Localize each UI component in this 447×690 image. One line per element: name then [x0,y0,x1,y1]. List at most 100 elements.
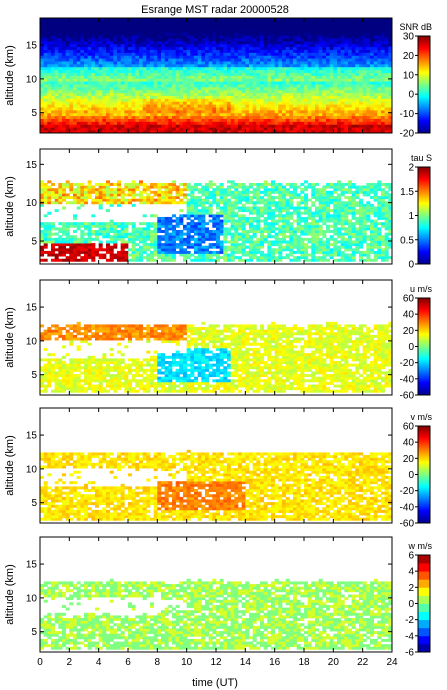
heatmap-cell [146,243,151,247]
heatmap-cell [131,58,136,62]
heatmap-cell [344,98,349,102]
heatmap-cell [227,180,232,184]
heatmap-cell [300,127,305,131]
heatmap-cell [205,92,210,96]
heatmap-cell [179,104,184,108]
heatmap-cell [183,248,188,252]
heatmap-cell [208,52,213,56]
heatmap-cell [311,32,316,36]
heatmap-cell [263,38,268,42]
heatmap-cell [120,41,125,45]
heatmap-cell [186,250,191,254]
heatmap-cell [65,110,70,114]
heatmap-cell [274,130,279,134]
heatmap-cell [87,130,92,134]
heatmap-cell [249,41,254,45]
heatmap-cell [245,104,250,108]
heatmap-cell [194,104,199,108]
heatmap-cell [219,188,224,192]
heatmap-cell [87,245,92,249]
heatmap-cell [234,130,239,134]
heatmap-cell [359,75,364,79]
heatmap-cell [62,23,67,27]
heatmap-cell [271,38,276,42]
heatmap-cell [98,46,103,50]
heatmap-cell [234,98,239,102]
heatmap-cell [91,89,96,94]
heatmap-cell [359,69,364,73]
heatmap-cell [58,193,63,197]
heatmap-cell [329,118,334,122]
heatmap-cell [51,29,56,33]
heatmap-cell [109,227,114,231]
heatmap-cell [212,190,217,194]
heatmap-cell [153,35,158,39]
heatmap-cell [51,222,56,226]
heatmap-cell [168,101,173,105]
heatmap-cell [271,92,276,96]
heatmap-cell [205,227,210,231]
heatmap-cell [194,55,199,59]
heatmap-cell [263,46,268,50]
heatmap-cell [76,98,81,102]
heatmap-cell [322,84,327,88]
heatmap-cell [43,124,48,128]
heatmap-cell [230,72,235,76]
heatmap-cell [172,58,177,62]
heatmap-cell [150,61,155,65]
heatmap-cell [95,18,100,22]
heatmap-cell [201,214,206,218]
heatmap-cell [54,20,59,25]
heatmap-cell [131,124,136,128]
heatmap-cell [190,253,195,257]
heatmap-cell [58,52,63,56]
heatmap-cell [289,61,294,65]
heatmap-cell [40,112,45,117]
heatmap-cell [348,98,353,102]
heatmap-cell [355,41,360,45]
heatmap-cell [135,78,140,82]
heatmap-cell [175,29,180,33]
heatmap-cell [58,237,63,241]
heatmap-cell [186,101,191,105]
heatmap-cell [84,248,89,252]
heatmap-cell [201,66,206,71]
heatmap-cell [186,240,191,244]
heatmap-cell [245,69,250,73]
heatmap-cell [95,95,100,99]
heatmap-cell [109,35,114,39]
heatmap-cell [384,75,389,79]
heatmap-cell [161,248,166,252]
heatmap-cell [54,104,59,108]
heatmap-cell [87,112,92,117]
heatmap-cell [201,29,206,33]
heatmap-cell [186,118,191,122]
heatmap-cell [205,124,210,128]
heatmap-cell [40,64,45,68]
heatmap-cell [219,245,224,249]
heatmap-cell [223,222,228,226]
heatmap-cell [373,127,378,131]
heatmap-cell [164,248,169,252]
heatmap-cell [388,81,393,85]
heatmap-cell [183,52,188,56]
heatmap-cell [318,75,323,79]
heatmap-cell [381,49,386,53]
heatmap-cell [40,237,45,241]
heatmap-cell [315,124,320,128]
heatmap-cell [348,124,353,128]
heatmap-cell [128,52,133,56]
heatmap-cell [212,245,217,249]
heatmap-cell [157,101,162,105]
heatmap-cell [315,121,320,125]
heatmap-cell [142,87,147,91]
heatmap-cell [194,58,199,62]
heatmap-cell [40,35,45,39]
heatmap-cell [175,230,180,233]
heatmap-cell [168,55,173,59]
heatmap-cell [109,61,114,65]
heatmap-cell [139,38,144,42]
heatmap-cell [205,101,210,105]
heatmap-cell [300,35,305,39]
heatmap-cell [271,35,276,39]
